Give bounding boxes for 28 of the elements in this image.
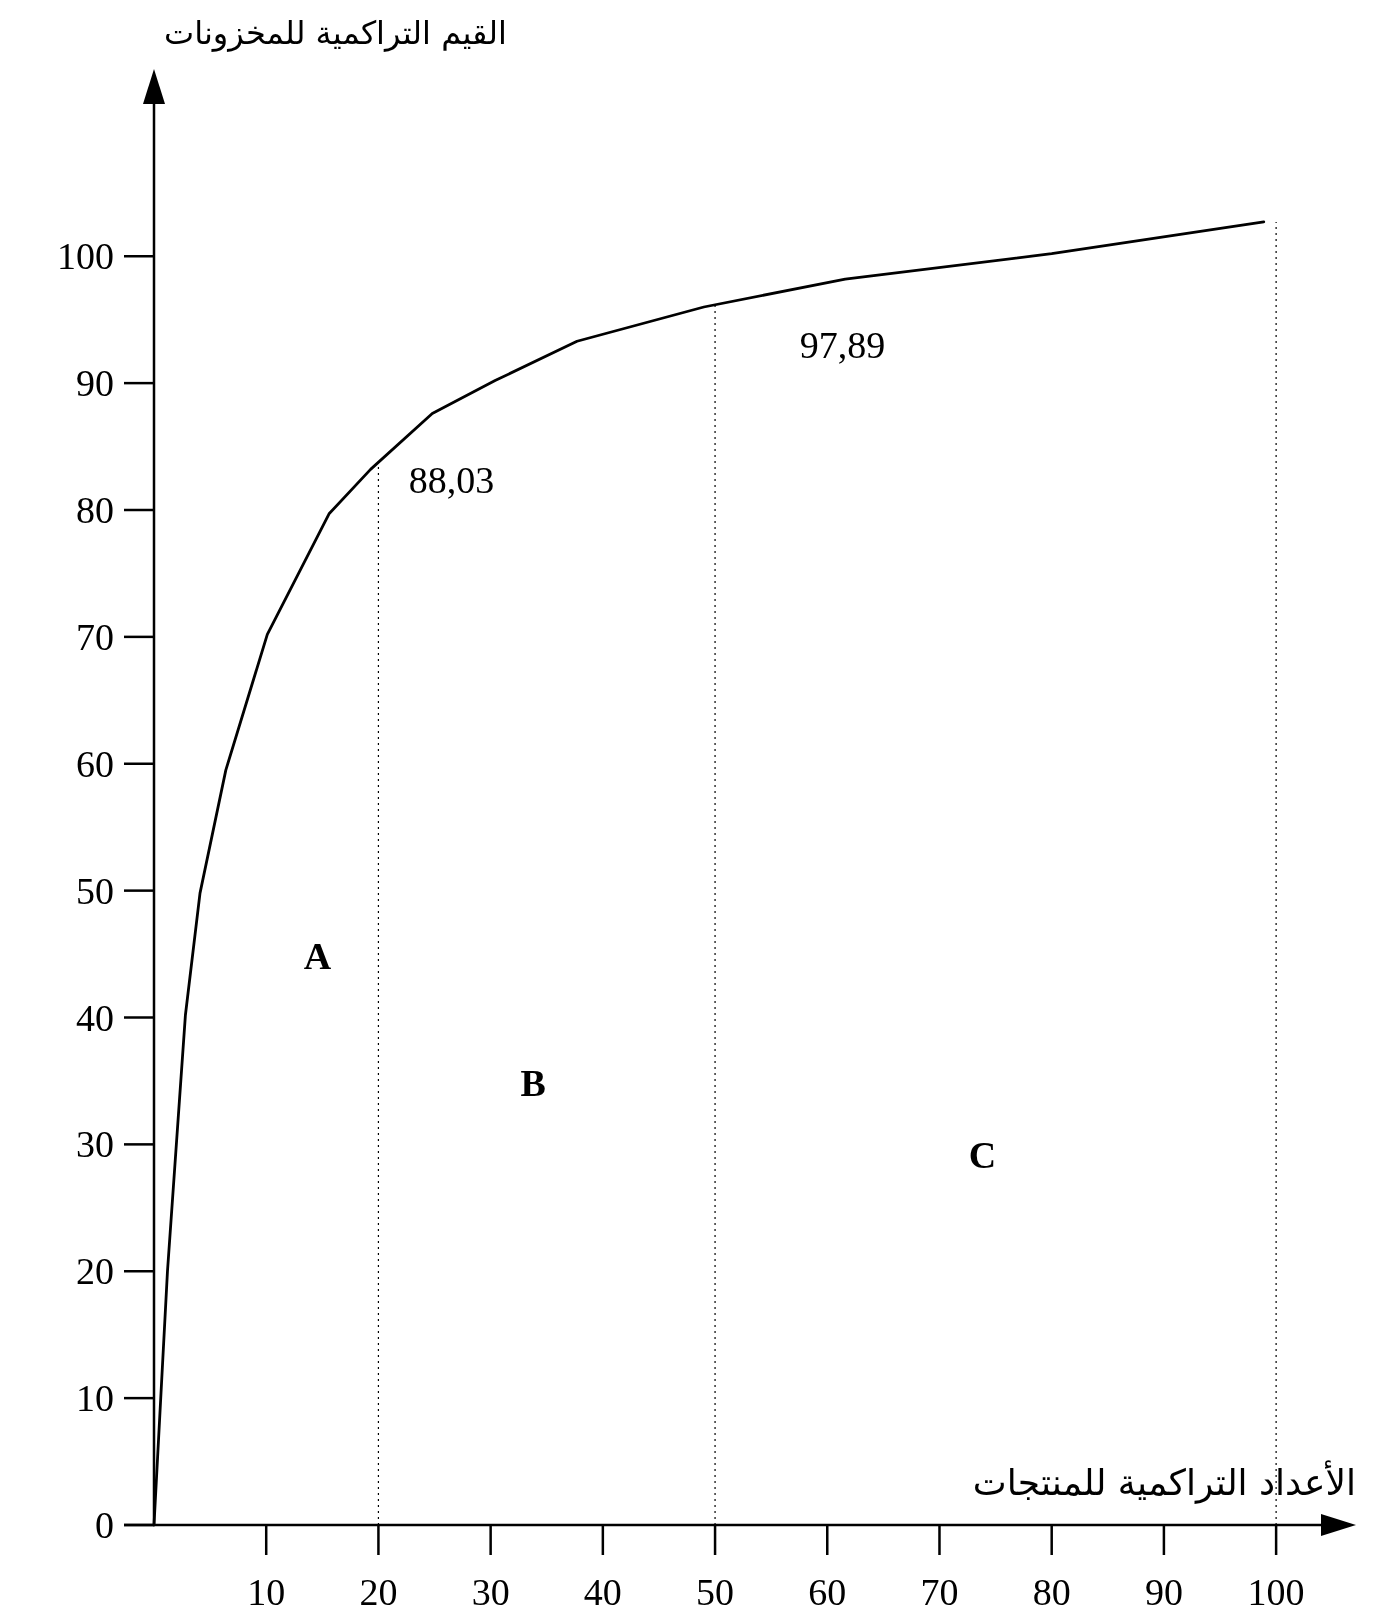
x-tick-label: 100 [1247, 1571, 1305, 1613]
x-tick-label: 20 [359, 1571, 398, 1613]
x-axis-title: الأعداد التراكمية للمنتجات [972, 1460, 1356, 1504]
x-tick-label: 90 [1144, 1571, 1183, 1613]
y-tick-label: 90 [76, 362, 114, 405]
annotation: A [303, 934, 332, 977]
annotation: 88,03 [408, 458, 495, 501]
y-tick-label: 60 [76, 742, 114, 785]
x-tick-label: 70 [920, 1571, 959, 1613]
y-tick-label: 0 [95, 1504, 114, 1546]
x-tick-label: 50 [696, 1571, 735, 1613]
y-tick-label: 40 [76, 996, 114, 1039]
y-tick-label: 20 [76, 1250, 114, 1293]
y-tick-label: 100 [57, 235, 114, 278]
y-tick-label: 10 [76, 1377, 114, 1420]
x-tick-label: 60 [808, 1571, 847, 1613]
x-tick-label: 10 [247, 1571, 286, 1613]
y-tick-label: 50 [76, 869, 114, 912]
y-tick-label: 70 [76, 615, 114, 658]
y-tick-label: 30 [76, 1123, 114, 1166]
y-axis-title: القيم التراكمية للمخزونات [164, 14, 507, 52]
y-tick-label: 80 [76, 489, 114, 531]
annotation: C [968, 1133, 997, 1176]
annotation: 97,89 [799, 323, 886, 366]
x-tick-label: 40 [583, 1571, 622, 1613]
x-tick-label: 30 [471, 1571, 510, 1613]
x-tick-label: 80 [1032, 1571, 1071, 1613]
annotation: B [520, 1062, 546, 1105]
